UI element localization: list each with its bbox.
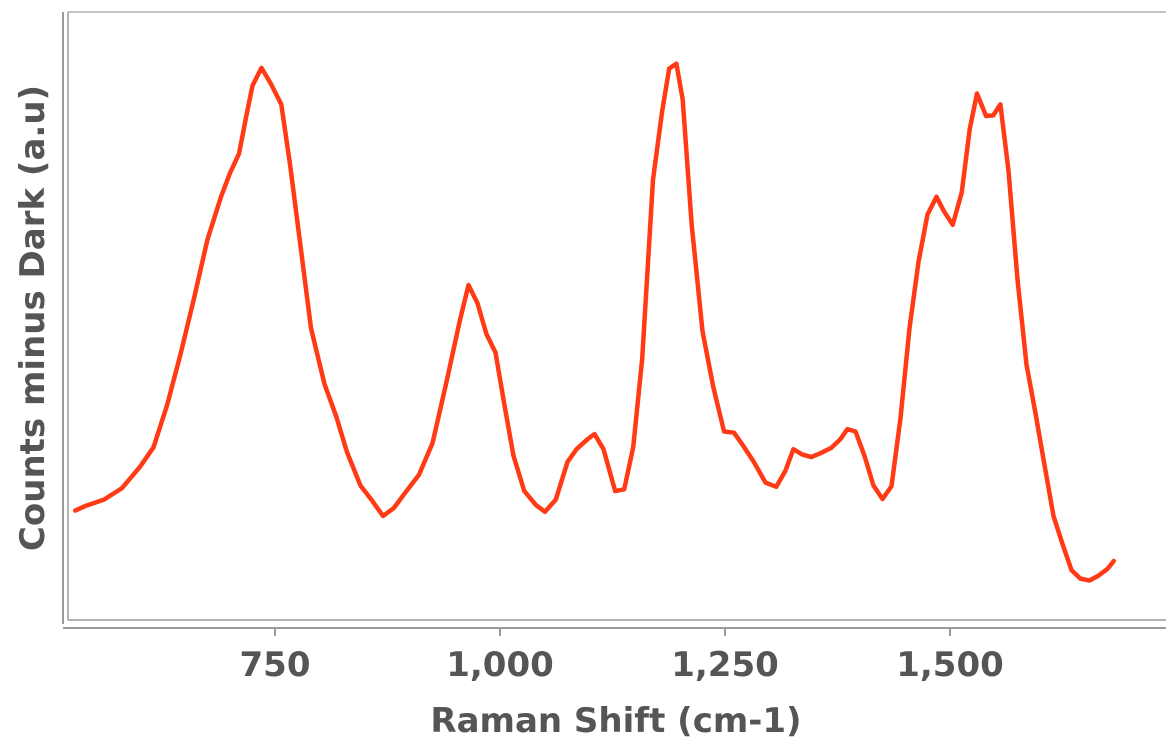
x-tick-label: 1,000	[446, 645, 554, 685]
series-layer	[72, 61, 1117, 583]
x-axis-ticks: 750 1,000 1,250 1,500	[240, 628, 1004, 685]
y-axis-title: Counts minus Dark (a.u)	[13, 85, 53, 551]
series-line	[72, 61, 1117, 583]
x-tick-label: 1,500	[896, 645, 1004, 685]
x-axis-title: Raman Shift (cm-1)	[430, 701, 801, 741]
x-tick-label: 1,250	[671, 645, 779, 685]
x-tick-label: 750	[240, 645, 311, 685]
